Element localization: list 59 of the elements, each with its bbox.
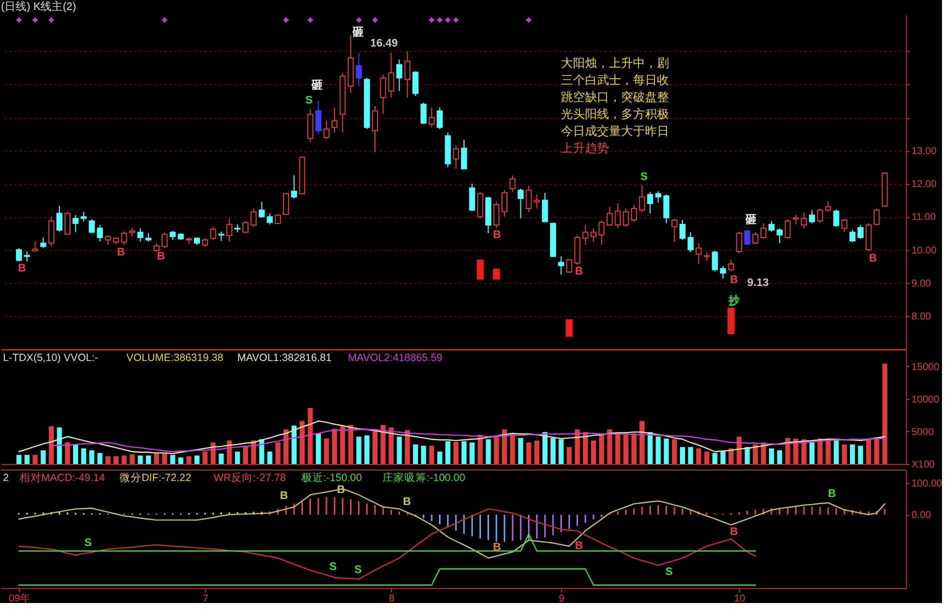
annotation: 砸 [352,26,364,38]
annotation: S [640,171,648,183]
annotation: WR反向:-27.78 [214,471,286,484]
y-tick-label: 5000 [912,426,934,438]
annotation: B [280,490,288,502]
annotation: VOLUME:386319.38 [126,352,224,364]
annotation: MAVOL2:418865.59 [348,352,443,364]
annotation: 三个白武士，每日收 [561,73,669,87]
annotation: B [493,229,502,241]
annotation: S [665,566,673,578]
annotation: 抄 [728,294,740,307]
y-tick-label: 10.00 [912,245,937,256]
annotation: B [730,526,738,538]
annotation: 微分DIF:-72.22 [120,472,192,484]
annotation: 相对MACD:-49.14 [19,471,106,484]
y-tick-label: 11.00 [912,212,936,224]
annotation: B [493,542,502,554]
annotation: B [157,250,166,262]
annotation: 今日成交量大于昨日 [561,124,669,138]
annotation: B [828,488,836,500]
x-tick-label: 9 [558,594,565,604]
annotation: 上升趋势 [561,141,609,155]
x-tick-label: 7 [202,594,209,604]
annotation: L-TDX(5,10) VVOL:- [3,352,99,364]
annotation: B [403,496,412,508]
annotation: 大阳烛，上升中，剧 [561,56,669,70]
annotation: S [354,564,362,576]
annotation: 光头阳线，多方积极 [561,107,669,121]
annotation: B [869,252,878,264]
annotation: 砸 [310,80,322,92]
y-tick-label: X100 [912,460,936,470]
annotation: 16.49 [370,38,398,50]
x-tick-label: 10 [734,594,746,604]
y-tick-label: 0.00 [912,510,932,522]
annotation: B [575,540,584,552]
x-tick-label: 09年 [8,592,30,604]
annotation: S [84,537,92,549]
y-tick-label: 12.00 [912,179,937,190]
annotation: 极近:-150.00 [300,471,362,484]
x-tick-label: 8 [388,594,395,604]
y-tick-label: 100.00 [912,478,943,490]
annotation: S [329,561,337,573]
y-tick-label: 8.00 [912,311,932,322]
annotation: MAVOL1:382816.81 [237,352,332,364]
y-tick-label: 9.00 [912,278,932,290]
annotation: 庄家吸筹:-100.00 [382,471,466,484]
annotation: B [18,262,26,274]
text: 2 [3,472,9,484]
annotation: B [575,266,584,278]
annotation: 砸 [744,214,756,226]
annotation: 9.13 [747,277,769,289]
annotation: 跳空缺口，突破盘整 [561,90,669,104]
y-tick-label: 13.00 [912,146,937,158]
annotation: B [730,274,738,286]
y-tick-label: 10000 [912,394,940,406]
annotation: S [305,94,313,106]
y-tick-label: 15000 [912,362,940,373]
chart-title: (日线) K线主(2) [1,0,76,13]
annotation: B [117,246,126,258]
